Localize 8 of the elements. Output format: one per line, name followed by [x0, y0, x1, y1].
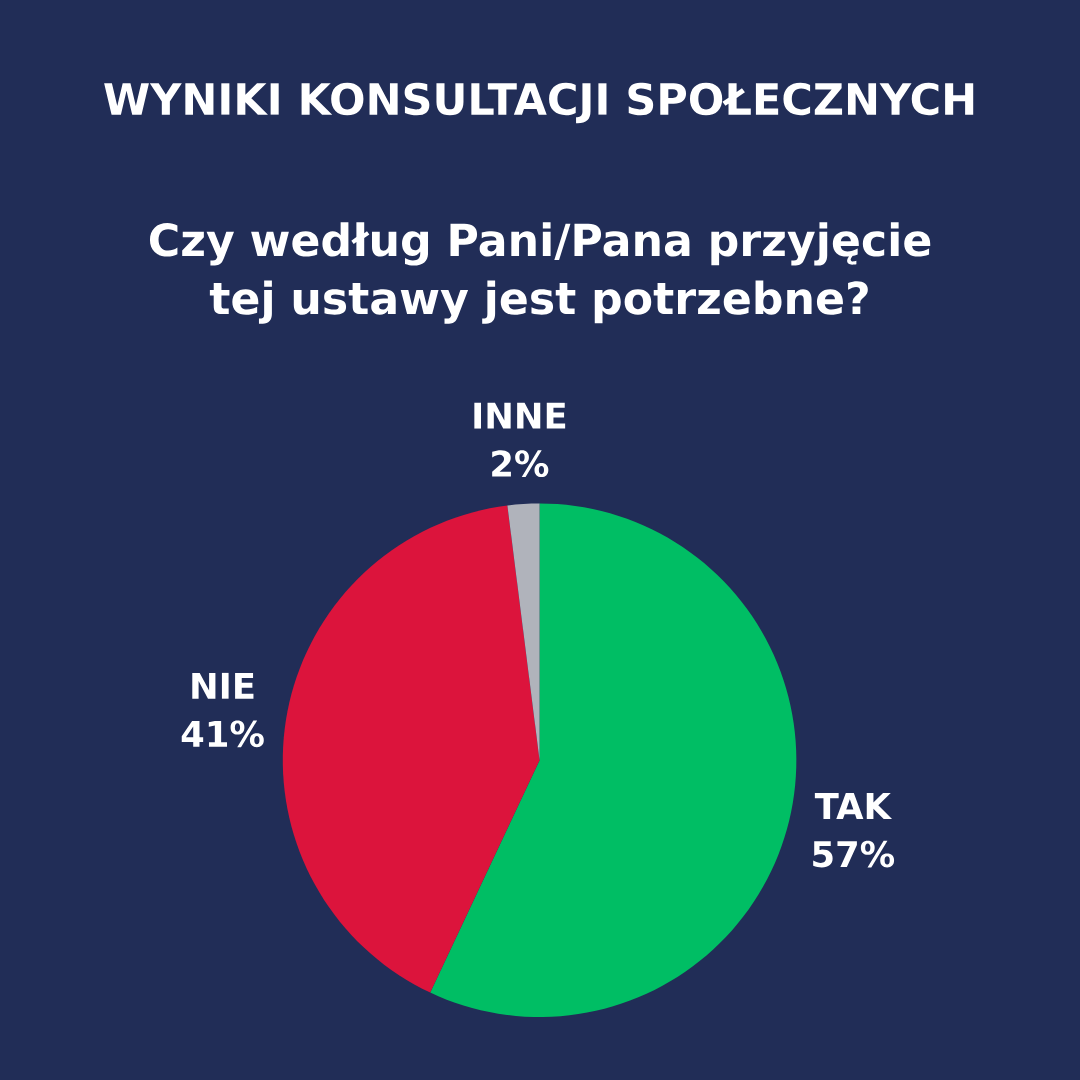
- slice-label: INNE: [474, 402, 566, 429]
- data-label: 57%: [813, 840, 895, 868]
- slice-label: TAK: [814, 793, 893, 819]
- data-label: 2%: [492, 450, 549, 478]
- data-label: 41%: [181, 720, 264, 748]
- slice-label: NIE: [192, 672, 254, 699]
- chart-title: WYNIKI KONSULTACJI SPOŁECZNYCH: [104, 82, 974, 124]
- chart-subtitle: Czy według Pani/Pana przyjęcie tej ustawy jest potrzebne?: [149, 222, 931, 324]
